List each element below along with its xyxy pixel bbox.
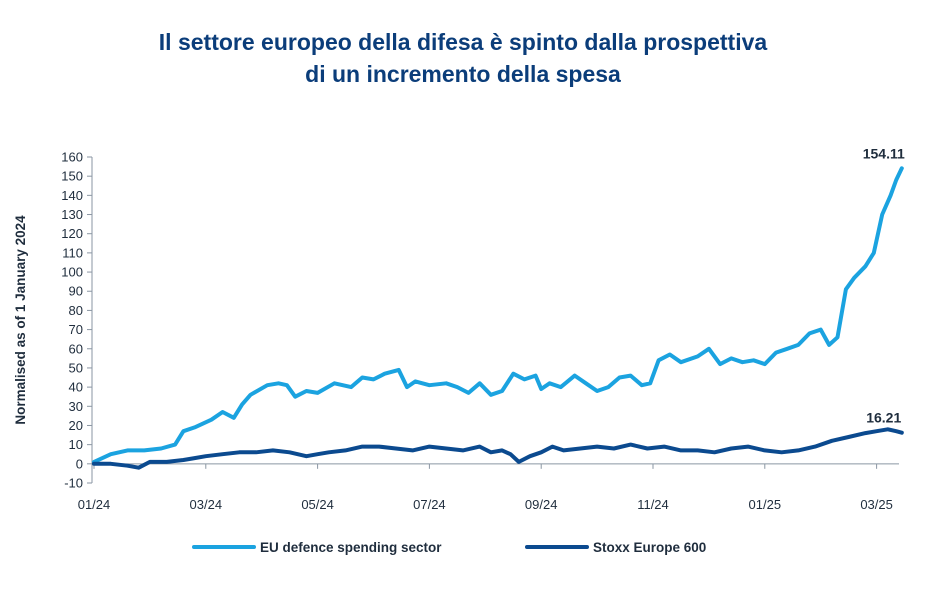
- x-tick-label: 07/24: [413, 497, 446, 512]
- chart-title-line2: di un incremento della spesa: [305, 61, 621, 87]
- x-tick-label: 03/24: [190, 497, 223, 512]
- chart-title: Il settore europeo della difesa è spinto…: [0, 26, 926, 90]
- y-tick-label: 150: [61, 169, 83, 184]
- chart-series: [92, 166, 904, 470]
- y-axis-label: Normalised as of 1 January 2024: [13, 215, 28, 425]
- y-tick-label: 70: [69, 322, 83, 337]
- series-end-value-label: 16.21: [866, 410, 901, 426]
- y-tick-label: 30: [69, 399, 83, 414]
- x-tick-label: 05/24: [301, 497, 334, 512]
- series-end-value-label: 154.11: [863, 145, 905, 161]
- y-tick-label: 130: [61, 207, 83, 222]
- x-tick-label: 01/25: [749, 497, 782, 512]
- y-tick-label: 20: [69, 418, 83, 433]
- y-tick-label: -10: [64, 476, 83, 491]
- x-tick-label: 03/25: [860, 497, 893, 512]
- y-tick-label: 140: [61, 188, 83, 203]
- y-tick-label: 50: [69, 360, 83, 375]
- y-tick-label: 90: [69, 284, 83, 299]
- y-tick-label: 160: [61, 150, 83, 165]
- legend-item-stoxx-600: Stoxx Europe 600: [525, 540, 706, 555]
- series-eu-defence-line: [92, 166, 904, 464]
- legend-label: EU defence spending sector: [260, 540, 442, 555]
- y-tick-label: 0: [76, 456, 83, 471]
- y-tick-label: 40: [69, 380, 83, 395]
- x-tick-label: 01/24: [78, 497, 111, 512]
- legend-label: Stoxx Europe 600: [593, 540, 706, 555]
- chart-legend: EU defence spending sector Stoxx Europe 6…: [192, 540, 706, 555]
- chart-labels: 154.11 16.21: [863, 145, 905, 425]
- x-tick-label: 11/24: [637, 497, 669, 512]
- chart-title-line1: Il settore europeo della difesa è spinto…: [158, 29, 768, 55]
- legend-item-eu-defence: EU defence spending sector: [192, 540, 442, 555]
- y-tick-label: 110: [62, 245, 83, 260]
- chart-axes: -10 0 10 20 30 40 50 60 70 80 90 100 110 120 130 140 150…: [13, 150, 899, 512]
- y-tick-label: 120: [61, 226, 83, 241]
- series-stoxx-600-line: [92, 427, 904, 470]
- y-tick-label: 100: [61, 265, 83, 280]
- y-tick-label: 80: [69, 303, 83, 318]
- y-tick-label: 10: [69, 437, 83, 452]
- y-tick-label: 60: [69, 341, 83, 356]
- x-tick-label: 09/24: [525, 497, 558, 512]
